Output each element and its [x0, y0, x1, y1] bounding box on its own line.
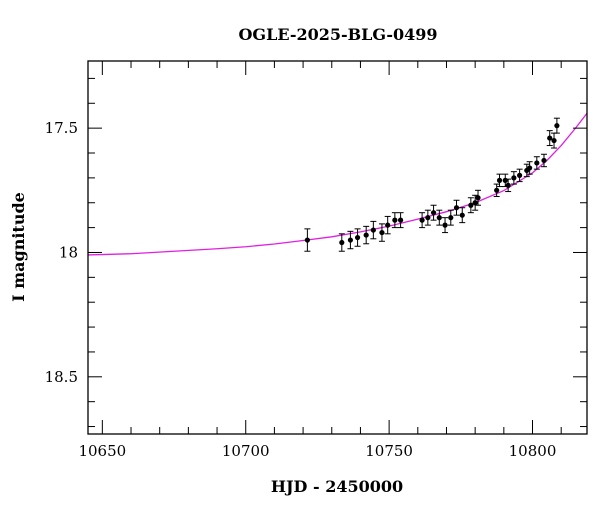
- data-point-marker: [475, 195, 481, 201]
- data-point-marker: [517, 172, 523, 178]
- data-point: [553, 117, 560, 134]
- x-tick-label: 10800: [509, 442, 557, 460]
- y-tick-label: 18: [59, 243, 78, 261]
- data-point: [467, 197, 474, 214]
- x-tick-label: 10750: [365, 442, 413, 460]
- data-point-marker: [436, 215, 442, 221]
- data-point: [338, 233, 345, 252]
- data-point: [493, 183, 500, 198]
- data-point: [378, 223, 385, 242]
- chart-title: OGLE-2025-BLG-0499: [238, 25, 437, 44]
- data-point: [546, 130, 553, 147]
- data-point-marker: [494, 187, 500, 193]
- data-point: [347, 230, 354, 250]
- data-point-marker: [547, 135, 553, 141]
- data-point-marker: [534, 160, 540, 166]
- data-point-marker: [541, 157, 547, 164]
- data-point-marker: [379, 229, 385, 236]
- data-point: [533, 156, 540, 170]
- chart-marks: [87, 112, 588, 256]
- data-point-marker: [363, 232, 369, 238]
- data-point-marker: [370, 227, 376, 233]
- data-point: [453, 199, 460, 216]
- data-point-marker: [468, 202, 474, 208]
- data-point-marker: [385, 222, 391, 228]
- data-point-marker: [502, 177, 508, 183]
- data-point: [430, 204, 437, 221]
- data-point: [516, 168, 523, 183]
- data-point: [505, 178, 512, 193]
- data-point: [442, 217, 449, 234]
- x-tick-label: 10650: [78, 442, 126, 460]
- data-point-marker: [430, 210, 437, 216]
- data-point-marker: [496, 177, 503, 183]
- data-point-marker: [554, 123, 560, 129]
- data-point-marker: [511, 175, 517, 181]
- data-point-marker: [505, 182, 511, 188]
- data-point: [496, 173, 503, 188]
- data-point-marker: [397, 217, 404, 223]
- data-point-marker: [527, 165, 533, 171]
- data-point-marker: [551, 137, 557, 144]
- x-axis-label: HJD - 2450000: [271, 477, 403, 496]
- data-point-marker: [442, 222, 448, 228]
- y-axis-label: I magnitude: [9, 192, 28, 302]
- data-point: [436, 209, 443, 226]
- data-point: [397, 212, 404, 229]
- data-point-marker: [419, 217, 425, 223]
- data-point: [472, 194, 479, 211]
- data-point: [304, 228, 311, 252]
- data-point-marker: [459, 212, 465, 218]
- data-point: [384, 215, 391, 235]
- y-tick-label: 17.5: [45, 119, 78, 137]
- data-point-marker: [425, 215, 431, 221]
- data-point: [363, 225, 370, 245]
- data-point: [459, 207, 466, 224]
- data-point: [540, 153, 547, 168]
- axis-ticks: 10650 10700 10750 10800 17.5 18 18.5: [45, 61, 587, 460]
- data-point: [419, 212, 426, 229]
- data-point: [424, 209, 431, 226]
- y-tick-label: 18.5: [45, 368, 78, 386]
- data-point-marker: [339, 239, 345, 246]
- data-point-marker: [354, 234, 361, 241]
- data-point-marker: [472, 200, 478, 206]
- data-point: [354, 228, 361, 247]
- data-point-marker: [304, 237, 310, 243]
- data-point: [526, 161, 533, 175]
- data-point: [475, 189, 482, 206]
- plot-frame: [87, 60, 588, 435]
- data-point-marker: [392, 217, 398, 223]
- data-point-marker: [453, 205, 460, 211]
- data-point: [510, 171, 517, 185]
- data-point: [370, 220, 377, 240]
- data-point: [391, 212, 398, 229]
- x-tick-label: 10700: [222, 442, 270, 460]
- data-point-marker: [448, 215, 454, 221]
- data-point-marker: [347, 237, 354, 243]
- data-point: [447, 209, 454, 226]
